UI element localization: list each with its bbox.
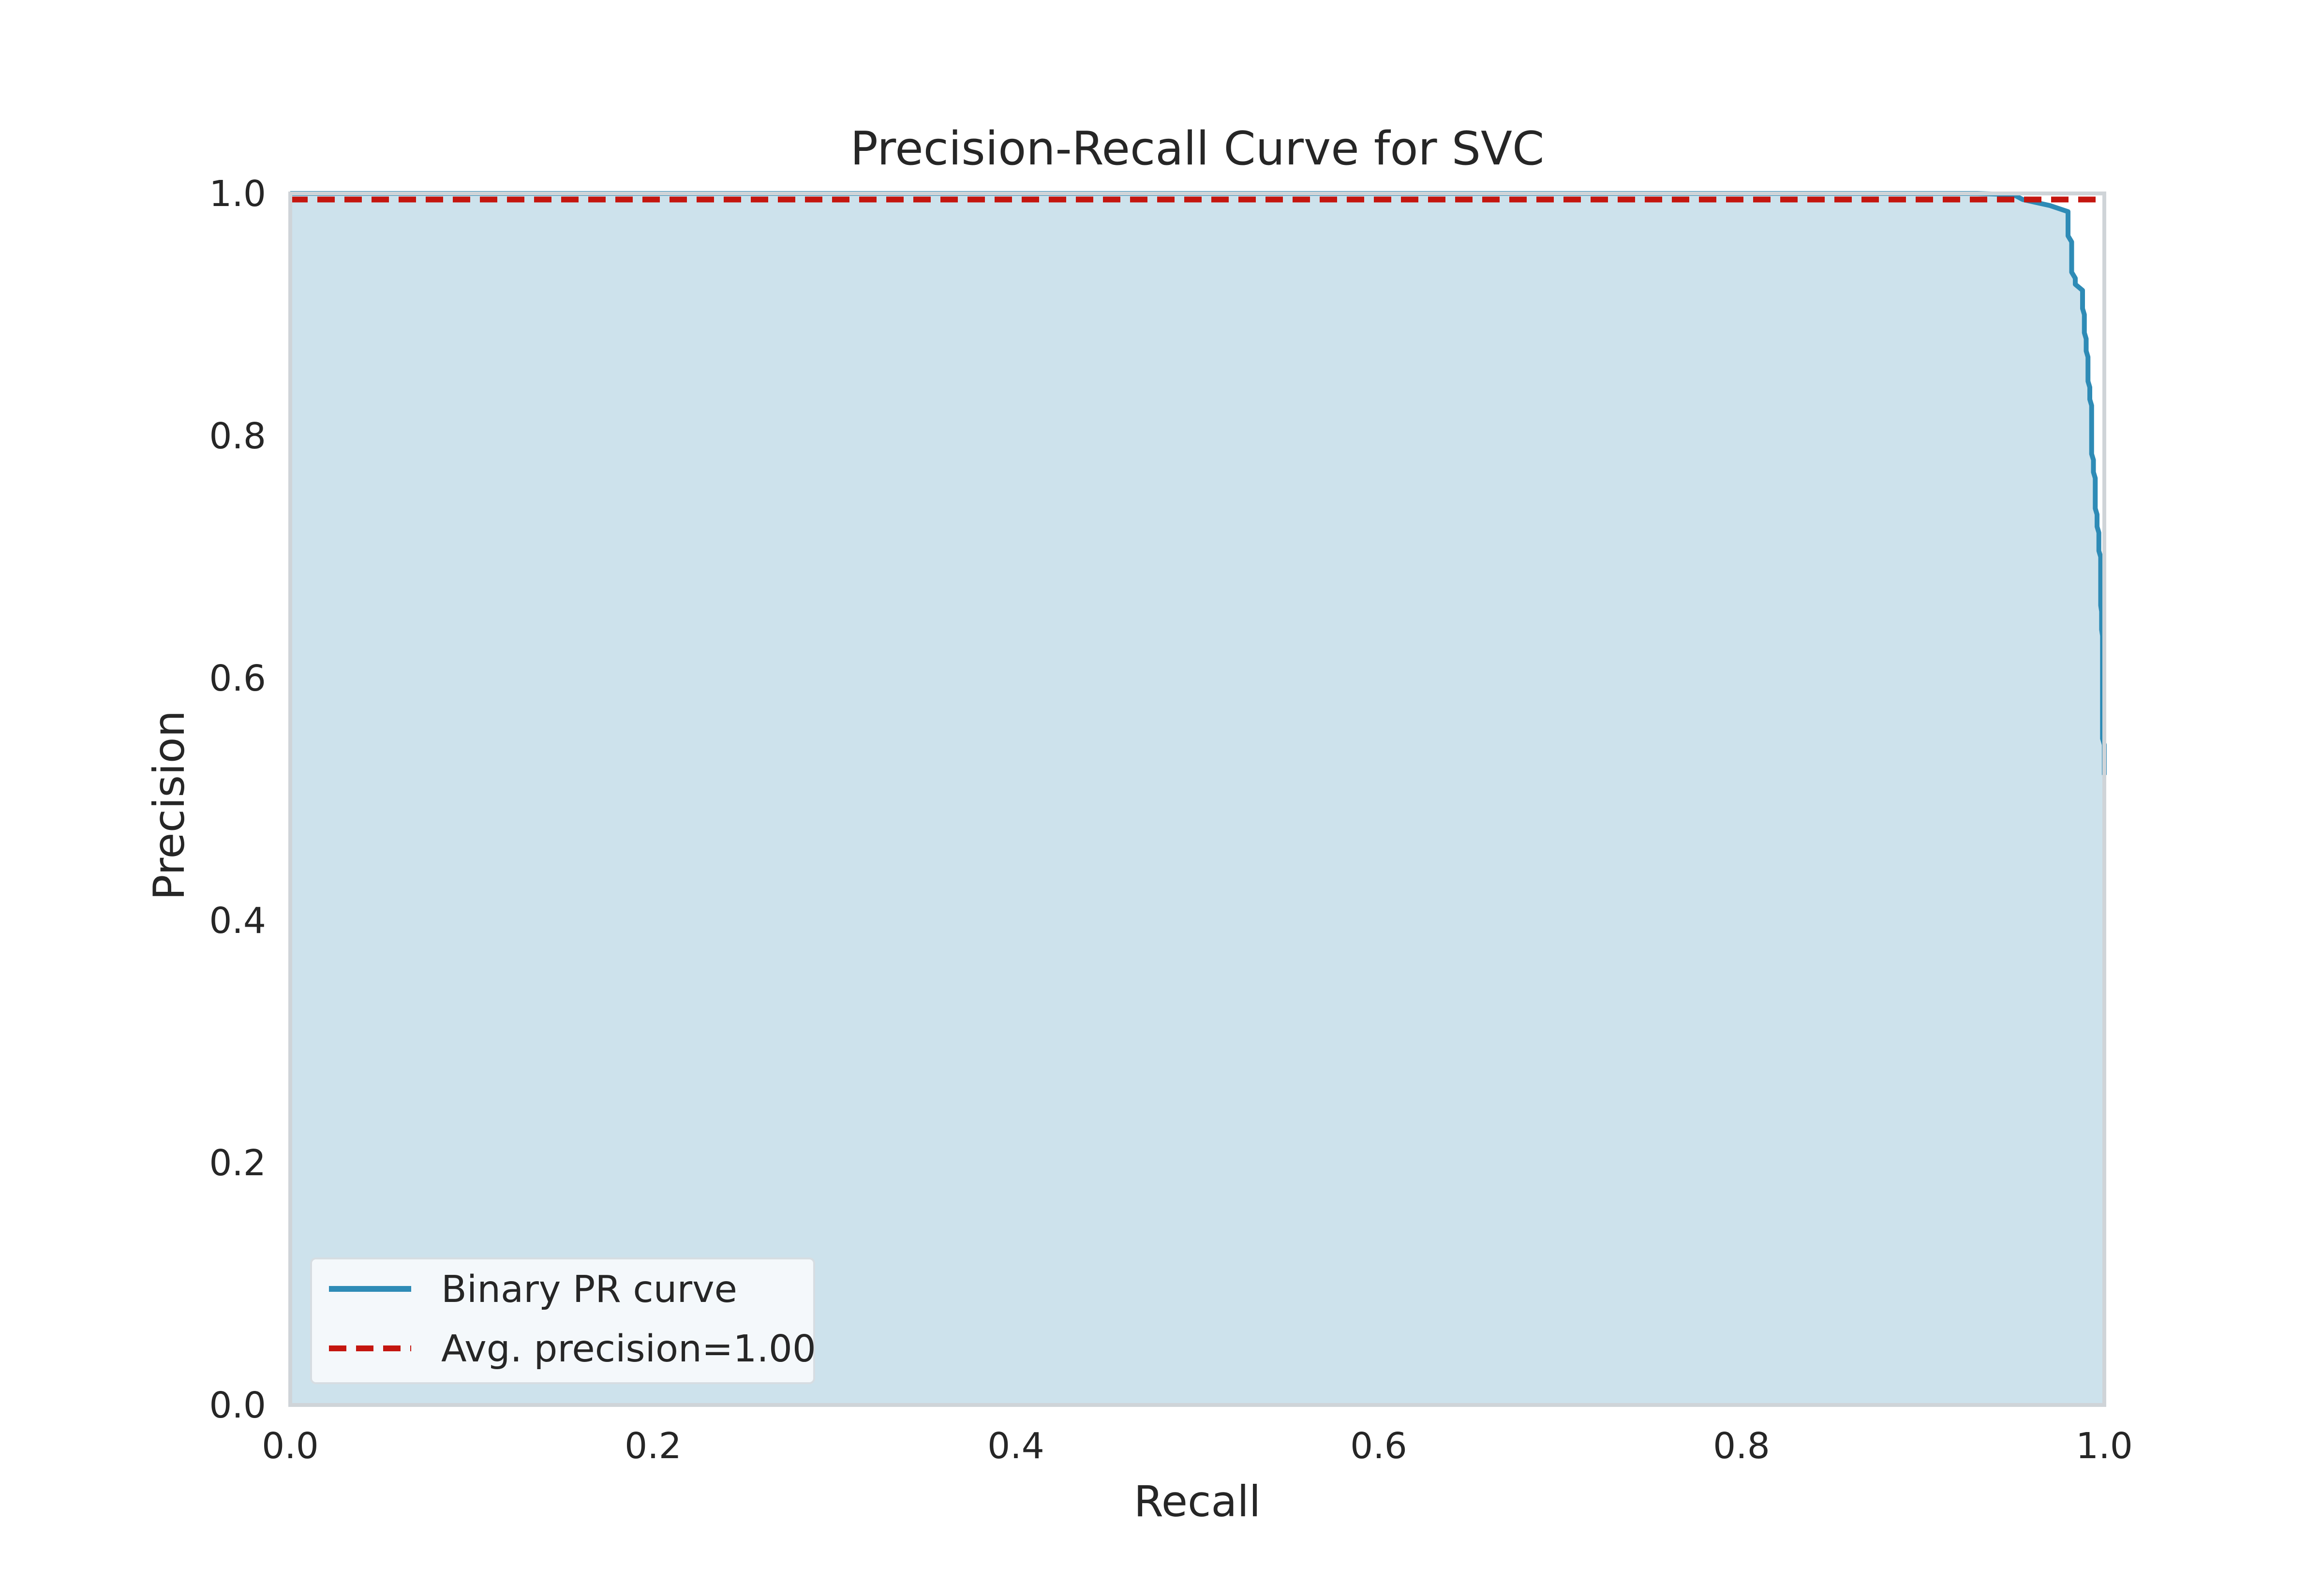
- legend-label-avg-precision: Avg. precision=1.00: [441, 1328, 816, 1371]
- y-tick-label: 1.0: [209, 173, 266, 215]
- y-tick-label: 0.6: [209, 658, 266, 699]
- legend: Binary PR curve Avg. precision=1.00: [310, 1257, 816, 1384]
- axes-frame: [288, 192, 2106, 1407]
- y-axis-label: Precision: [144, 710, 194, 901]
- y-tick-label: 0.8: [209, 415, 266, 457]
- x-tick-label: 0.0: [262, 1425, 319, 1467]
- axes-border: [288, 192, 2106, 1407]
- x-tick-label: 1.0: [2076, 1425, 2133, 1467]
- plot-area: [290, 191, 2107, 1405]
- x-axis-ticks: 0.0 0.2 0.4 0.6 0.8 1.0: [262, 1425, 2133, 1467]
- y-tick-label: 0.0: [209, 1385, 266, 1426]
- x-tick-label: 0.8: [1713, 1425, 1770, 1467]
- y-tick-label: 0.4: [209, 900, 266, 942]
- legend-label-pr-curve: Binary PR curve: [441, 1268, 737, 1311]
- x-tick-label: 0.4: [987, 1425, 1044, 1467]
- legend-box: [310, 1257, 815, 1384]
- x-tick-label: 0.2: [625, 1425, 682, 1467]
- y-tick-label: 0.2: [209, 1142, 266, 1184]
- x-tick-label: 0.6: [1350, 1425, 1407, 1467]
- pr-curve-fill: [290, 193, 2104, 1405]
- y-axis-ticks: 0.0 0.2 0.4 0.6 0.8 1.0: [209, 173, 266, 1426]
- pr-curve-line: [290, 191, 2107, 775]
- x-axis-label: Recall: [1134, 1477, 1261, 1526]
- chart-title: Precision-Recall Curve for SVC: [850, 122, 1545, 176]
